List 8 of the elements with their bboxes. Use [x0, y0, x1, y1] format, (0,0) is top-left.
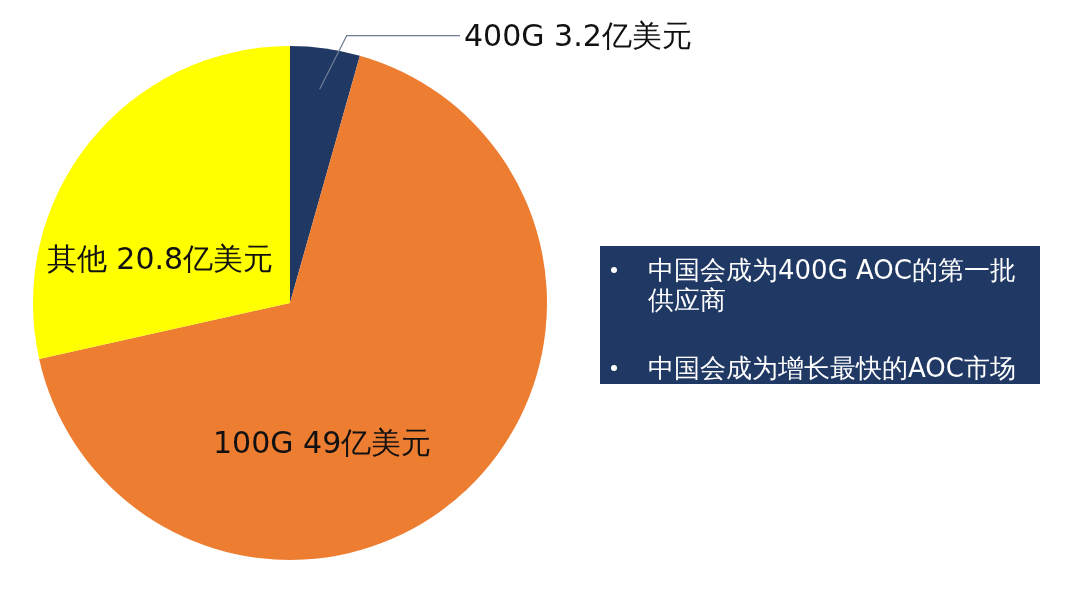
pie-slice	[290, 46, 360, 303]
slice-label: 其他 20.8亿美元	[46, 240, 274, 276]
slice-label: 100G 49亿美元	[213, 424, 432, 460]
pie-slice	[33, 46, 290, 359]
pie-slice	[39, 55, 547, 560]
slice-label: 400G 3.2亿美元	[464, 18, 692, 54]
text: 中国会成为400G AOC的第一批供应商	[648, 255, 1016, 315]
text: 中国会成为增长最快的AOC市场	[648, 353, 1016, 383]
